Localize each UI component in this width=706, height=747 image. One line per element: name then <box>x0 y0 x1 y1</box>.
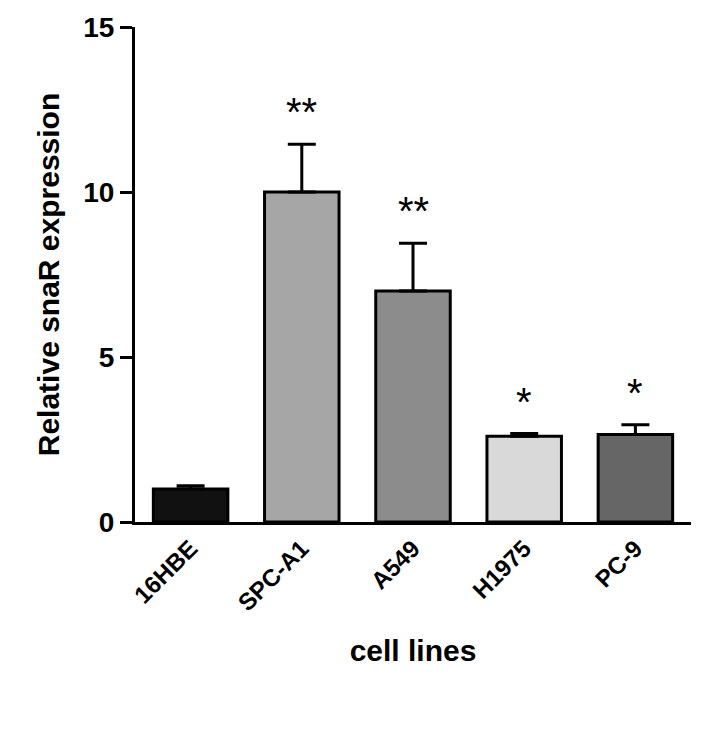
svg-text:*: * <box>627 371 643 415</box>
svg-text:0: 0 <box>99 507 115 538</box>
svg-text:PC-9: PC-9 <box>590 535 648 593</box>
svg-text:15: 15 <box>83 12 114 43</box>
svg-text:16HBE: 16HBE <box>129 535 203 609</box>
svg-text:Relative snaR expression: Relative snaR expression <box>32 93 65 457</box>
svg-text:SPC-A1: SPC-A1 <box>232 535 313 616</box>
svg-text:*: * <box>516 380 532 424</box>
svg-text:cell lines: cell lines <box>350 634 477 667</box>
svg-text:H1975: H1975 <box>467 535 536 604</box>
svg-text:**: ** <box>398 189 429 233</box>
svg-text:5: 5 <box>99 342 115 373</box>
svg-text:**: ** <box>286 90 317 134</box>
svg-text:A549: A549 <box>365 535 425 595</box>
svg-text:10: 10 <box>83 177 114 208</box>
